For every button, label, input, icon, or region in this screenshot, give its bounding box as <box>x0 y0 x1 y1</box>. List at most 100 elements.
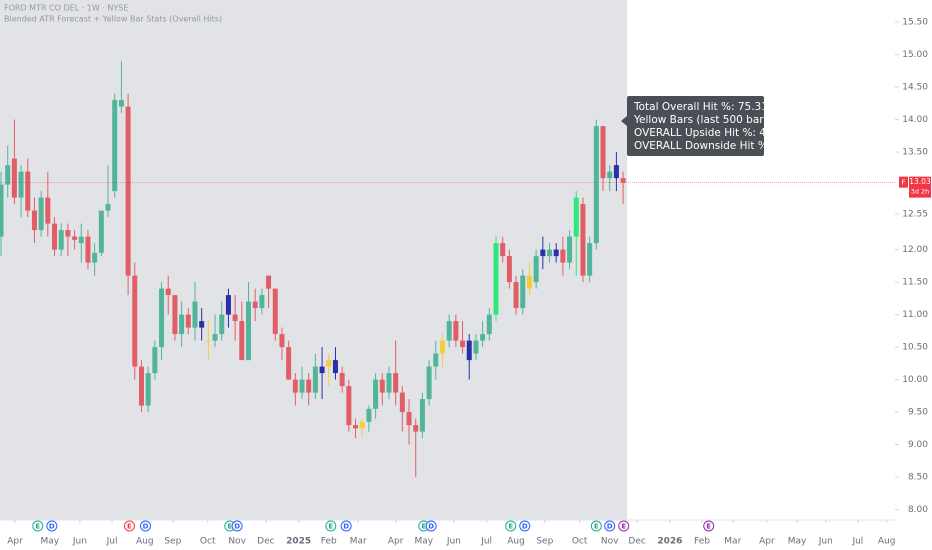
x-tick-label: Apr <box>388 537 404 547</box>
candle-body <box>587 243 593 276</box>
x-tick-label: Jul <box>851 537 863 547</box>
candle-body <box>332 360 338 374</box>
symbol-label: F <box>901 179 905 187</box>
candle-body <box>613 165 619 179</box>
candle-body <box>52 223 58 250</box>
candle-body <box>286 347 292 380</box>
candle-body <box>272 288 278 335</box>
candle-body <box>72 236 78 240</box>
event-label: E <box>35 523 40 531</box>
candle-body <box>473 340 479 354</box>
indicator-title: Blended ATR Forecast + Yellow Bar Stats … <box>4 15 222 24</box>
event-marker <box>139 520 151 532</box>
candle-body <box>533 256 539 283</box>
candle-body <box>259 295 265 309</box>
x-tick-label: Aug <box>136 537 154 547</box>
plot: 8.00 8.50 9.00 9.50 10.00 10.50 11.00 11.50 12.0… <box>0 18 931 547</box>
candle-body <box>266 275 272 289</box>
x-tick-label: Nov <box>601 537 619 547</box>
price-label: 13.03 <box>909 177 931 186</box>
candle-body <box>5 165 11 185</box>
candle-body <box>45 197 51 224</box>
y-tick-label: 12.00 <box>902 245 928 255</box>
y-tick-label: 8.00 <box>908 505 928 515</box>
candle-body <box>439 340 445 354</box>
event-label: D <box>607 523 613 531</box>
chart-title: FORD MTR CO DEL · 1W · NYSE <box>4 4 128 13</box>
price-tag <box>909 176 931 198</box>
x-tick-label: May <box>788 537 807 547</box>
tooltip-box <box>627 96 764 156</box>
candle-body <box>279 334 285 348</box>
candle-body <box>145 373 151 406</box>
candle-body <box>225 295 231 315</box>
candle-body <box>453 321 459 341</box>
candle-body <box>526 275 532 289</box>
candle-body <box>152 347 158 374</box>
event-label: D <box>522 523 528 531</box>
x-tick-label: May <box>41 537 60 547</box>
candle-body <box>18 171 24 198</box>
candle-body <box>379 379 385 393</box>
event-label: E <box>227 523 232 531</box>
event-label: D <box>234 523 240 531</box>
event-label: D <box>143 523 149 531</box>
candle-body <box>493 243 499 315</box>
x-tick-label: Apr <box>7 537 23 547</box>
event-marker <box>519 520 531 532</box>
candle-body <box>480 334 486 341</box>
candle-body <box>513 282 519 309</box>
x-tick-label: Oct <box>200 537 216 547</box>
candle-body <box>172 295 178 335</box>
y-tick-label: 15.50 <box>902 18 928 28</box>
tooltip-line: Yellow Bars (last 500 bars): 81 <box>633 114 793 126</box>
event-marker <box>123 520 135 532</box>
y-tick-label: 14.50 <box>902 83 928 93</box>
event-marker <box>505 520 517 532</box>
candle-body <box>326 360 332 367</box>
event-label: E <box>508 523 513 531</box>
candle-body <box>366 408 372 422</box>
candle-body <box>65 230 71 237</box>
candle-body <box>192 301 198 328</box>
candle-body <box>92 252 98 263</box>
x-tick-label: Feb <box>321 537 337 547</box>
x-tick-label: Jul <box>106 537 118 547</box>
event-marker <box>425 520 437 532</box>
y-tick-label: 11.50 <box>902 278 928 288</box>
event-marker <box>590 520 602 532</box>
candle-body <box>353 425 359 429</box>
candle-body <box>413 425 419 432</box>
x-tick-label: Feb <box>694 537 710 547</box>
candle-body <box>373 379 379 409</box>
x-tick-label: Jun <box>72 537 87 547</box>
x-tick-label: Jun <box>818 537 833 547</box>
candle-body <box>399 392 405 413</box>
event-marker <box>618 520 630 532</box>
candle-body <box>112 100 118 192</box>
candle-body <box>540 249 546 257</box>
event-marker <box>703 520 715 532</box>
event-label: E <box>127 523 132 531</box>
candle-body <box>419 399 425 432</box>
y-tick-label: 11.00 <box>902 310 928 320</box>
candle-body <box>339 373 345 387</box>
candle-body <box>252 301 258 309</box>
candle-body <box>560 249 566 263</box>
candle-body <box>11 158 17 198</box>
y-tick-label: 10.00 <box>902 375 928 385</box>
candle-body <box>393 373 399 393</box>
candle-body <box>466 340 472 361</box>
candle-body <box>205 340 211 342</box>
candle-body <box>600 126 606 179</box>
event-label: E <box>621 523 626 531</box>
candle-body <box>312 366 318 393</box>
candle-body <box>219 314 225 335</box>
event-marker <box>325 520 337 532</box>
event-label: D <box>343 523 349 531</box>
candle-body <box>31 210 37 231</box>
x-tick-label: Jul <box>480 537 492 547</box>
candle-body <box>346 386 352 426</box>
candle-body <box>607 171 613 179</box>
event-marker <box>46 520 58 532</box>
